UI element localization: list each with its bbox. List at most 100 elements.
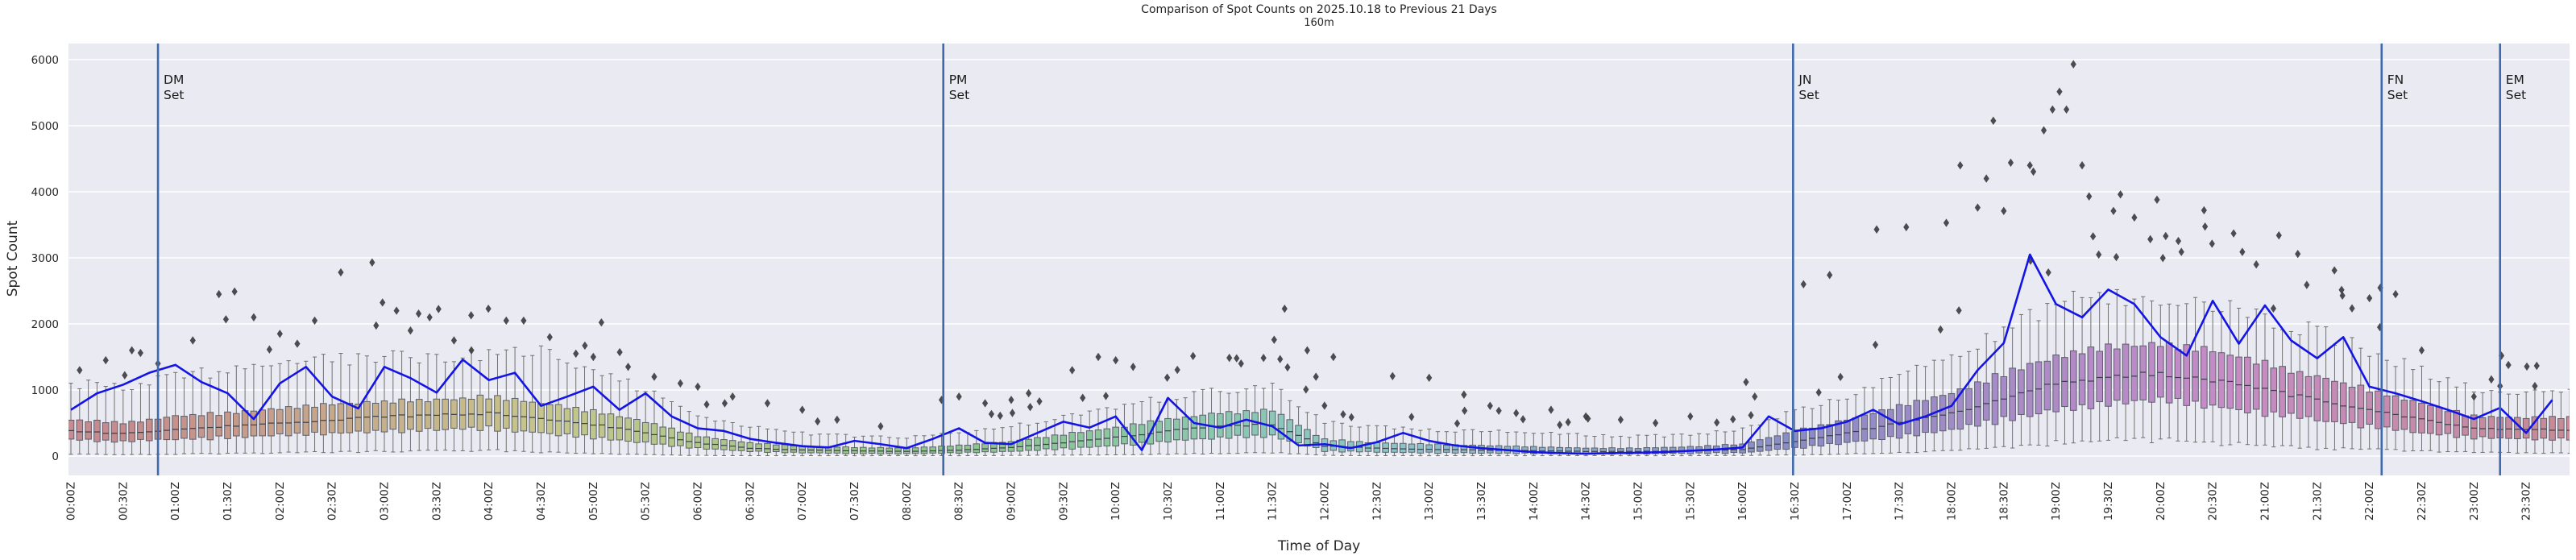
box [1799, 427, 1807, 449]
outlier-diamond [695, 382, 701, 392]
outlier-diamond [988, 409, 995, 419]
box [520, 400, 528, 432]
x-tick-label: 09:30Z [1057, 482, 1070, 521]
outlier-diamond [2209, 239, 2215, 248]
box [1234, 413, 1242, 436]
box [2487, 416, 2495, 439]
box [2252, 363, 2260, 410]
box [2165, 342, 2173, 404]
box [1417, 442, 1425, 454]
x-tick-label: 02:00Z [274, 482, 287, 521]
outlier-diamond [426, 313, 433, 321]
box [1155, 421, 1163, 442]
box [1434, 443, 1441, 454]
outlier-diamond [2131, 213, 2138, 222]
box [1878, 409, 1885, 441]
box [328, 404, 336, 433]
box [1138, 424, 1146, 443]
chart-subtitle: 160m [1304, 17, 1334, 29]
box [1408, 443, 1416, 453]
x-tick-label: 04:00Z [483, 482, 496, 521]
box [2035, 361, 2043, 415]
box [1217, 413, 1224, 438]
box [1199, 414, 1207, 440]
outlier-diamond [2163, 231, 2169, 241]
x-tick-label: 03:00Z [378, 482, 391, 521]
outlier-diamond [1495, 406, 1502, 415]
outlier-diamond [1174, 365, 1180, 375]
box [2009, 367, 2016, 421]
outlier-diamond [764, 399, 771, 408]
box [973, 443, 981, 454]
box [1425, 444, 1433, 453]
box [1051, 434, 1059, 450]
outlier-diamond [598, 317, 604, 327]
outlier-diamond [2110, 206, 2117, 215]
x-tick-label: 14:00Z [1528, 482, 1541, 521]
box [2192, 351, 2199, 402]
box [389, 402, 397, 430]
box [1669, 446, 1677, 454]
box [2339, 382, 2347, 425]
box [2549, 416, 2556, 441]
box [1251, 412, 1259, 436]
box [2409, 400, 2416, 433]
x-tick-label: 08:30Z [953, 482, 966, 521]
outlier-diamond [1557, 421, 1563, 429]
outlier-diamond [2331, 266, 2337, 275]
x-tick-label: 07:30Z [848, 482, 861, 521]
outlier-diamond [1520, 415, 1526, 424]
box [650, 423, 658, 445]
outlier-diamond [1284, 363, 1291, 372]
outlier-diamond [393, 306, 400, 315]
outlier-diamond [231, 287, 238, 297]
outlier-diamond [1957, 161, 1964, 170]
outlier-diamond [1487, 401, 1493, 410]
box [1773, 435, 1782, 450]
event-label: DM Set [164, 73, 184, 102]
box [2209, 351, 2217, 406]
box [302, 404, 310, 436]
outlier-diamond [338, 268, 344, 277]
outlier-diamond [468, 311, 475, 320]
outlier-diamond [2040, 126, 2047, 135]
box [1347, 441, 1354, 452]
outlier-diamond [1990, 116, 1997, 126]
box [1164, 417, 1172, 443]
x-tick-label: 05:30Z [640, 482, 653, 521]
outlier-diamond [2270, 304, 2277, 313]
outlier-diamond [1426, 373, 1433, 383]
x-tick-label: 06:30Z [744, 482, 757, 521]
outlier-diamond [266, 345, 272, 354]
outlier-diamond [2118, 190, 2124, 199]
outlier-diamond [1008, 396, 1014, 404]
x-tick-label: 13:30Z [1475, 482, 1488, 521]
box [276, 409, 284, 434]
outlier-diamond [2056, 87, 2063, 96]
outlier-diamond [1069, 366, 1076, 375]
box [2313, 375, 2321, 421]
outlier-diamond [1548, 405, 1554, 414]
outlier-diamond [380, 298, 386, 307]
box [180, 416, 188, 439]
box [1844, 419, 1851, 443]
outlier-diamond [407, 326, 414, 335]
box [2148, 342, 2155, 403]
outlier-diamond [1974, 203, 1981, 212]
outlier-diamond [503, 316, 509, 326]
outlier-diamond [189, 336, 196, 345]
outlier-diamond [1748, 411, 1754, 420]
outlier-diamond [1080, 393, 1086, 402]
box [590, 409, 597, 440]
box [790, 445, 798, 453]
box [1382, 442, 1389, 453]
x-tick-label: 19:30Z [2102, 482, 2115, 521]
box [1887, 409, 1894, 438]
box [1085, 430, 1093, 448]
box [1060, 434, 1068, 449]
event-label: EM Set [2506, 73, 2526, 102]
box [720, 439, 728, 450]
outlier-diamond [2532, 381, 2538, 391]
outlier-diamond [2304, 280, 2310, 289]
